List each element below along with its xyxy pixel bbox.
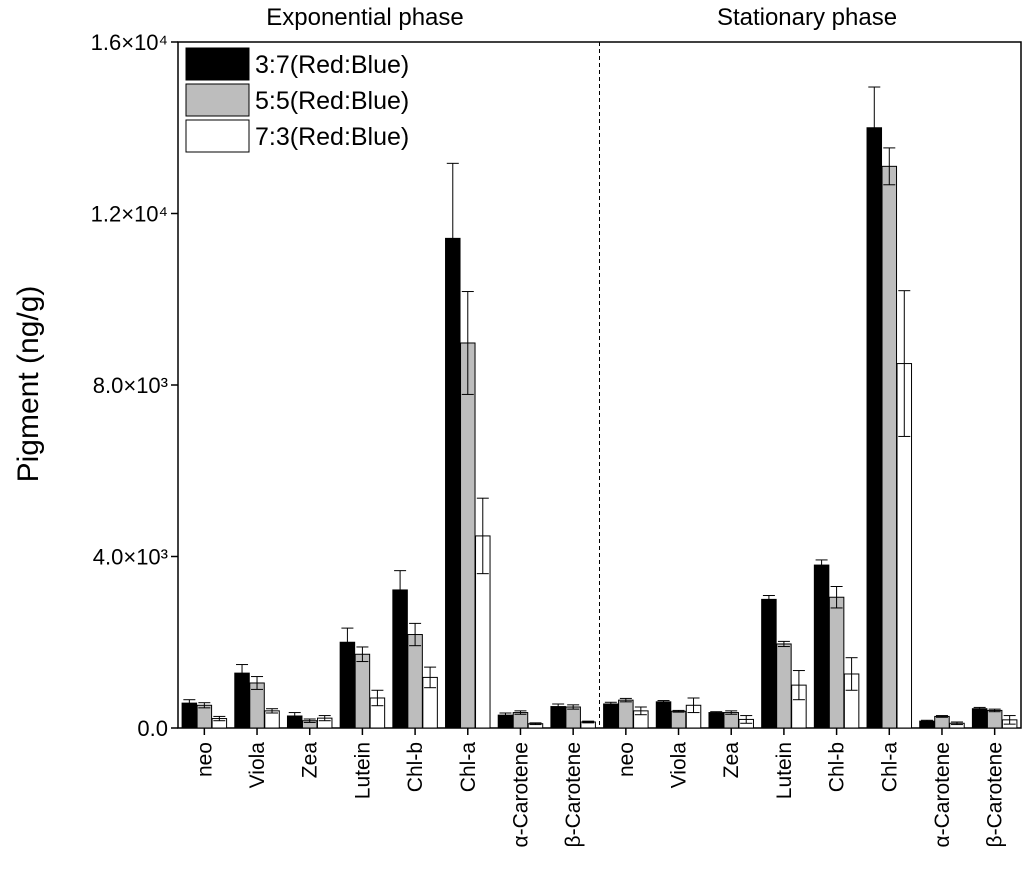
bar <box>550 706 566 729</box>
bar <box>407 634 423 729</box>
bar <box>655 701 672 729</box>
bar <box>761 598 777 729</box>
bar <box>354 653 371 729</box>
bar <box>196 704 213 729</box>
legend-label: 5:5(Red:Blue) <box>255 87 409 115</box>
x-tick-label: α-Carotene <box>931 742 954 848</box>
x-tick-label: Chl-b <box>404 742 427 792</box>
y-tick-label: 8.0×10³ <box>93 373 168 398</box>
y-tick-label: 1.6×10⁴ <box>91 30 168 55</box>
bar <box>723 712 739 729</box>
panel-titles: Exponential phase Stationary phase <box>266 4 897 31</box>
bar <box>776 643 792 729</box>
panel-title-stationary: Stationary phase <box>717 4 897 31</box>
y-tick-label: 1.2×10⁴ <box>91 202 168 227</box>
x-tick-label: Chl-a <box>878 742 901 793</box>
x-tick-label: Lutein <box>773 742 796 799</box>
x-tick-label: Zea <box>720 742 743 779</box>
bar <box>670 710 687 729</box>
legend-swatch <box>185 119 250 153</box>
bar <box>565 706 581 729</box>
x-tick-label: Viola <box>246 742 269 789</box>
bar <box>971 708 988 729</box>
bar <box>828 596 845 729</box>
x-tick-label: Zea <box>299 742 322 779</box>
bar <box>986 709 1003 729</box>
x-tick-label: Chl-a <box>457 742 480 793</box>
y-tick-label: 0.0 <box>137 716 168 741</box>
bar <box>392 589 408 729</box>
bar <box>934 715 950 729</box>
bar <box>460 342 476 729</box>
bar <box>708 712 724 729</box>
legend-swatch <box>185 47 250 81</box>
bar <box>881 165 898 729</box>
legend-label: 7:3(Red:Blue) <box>255 123 409 151</box>
x-tick-label: β-Carotene <box>562 742 585 847</box>
legend-swatch <box>185 83 250 117</box>
y-axis-label: Pigment (ng/g) <box>12 286 45 483</box>
x-tick-label: Chl-b <box>826 742 849 792</box>
bar <box>813 564 830 729</box>
x-tick-label: neo <box>193 742 216 777</box>
legend: 3:7(Red:Blue) 5:5(Red:Blue) 7:3(Red:Blue) <box>185 47 409 153</box>
x-tick-label: β-Carotene <box>984 742 1007 847</box>
bar <box>603 703 619 729</box>
panel-title-exponential: Exponential phase <box>266 4 463 31</box>
bar <box>866 127 883 729</box>
bars-layer <box>181 86 1018 729</box>
bar <box>618 699 634 729</box>
legend-label: 3:7(Red:Blue) <box>255 51 409 79</box>
y-tick-label: 4.0×10³ <box>93 545 168 570</box>
x-tick-label: Viola <box>668 742 691 789</box>
x-tick-label: α-Carotene <box>509 742 532 848</box>
bar <box>512 712 529 729</box>
axes-layer: 0.0 4.0×10³ 8.0×10³ 1.2×10⁴ 1.6×10⁴ neo Viola Z… <box>91 30 1007 848</box>
x-tick-label: Lutein <box>351 742 374 799</box>
x-tick-label: neo <box>615 742 638 777</box>
